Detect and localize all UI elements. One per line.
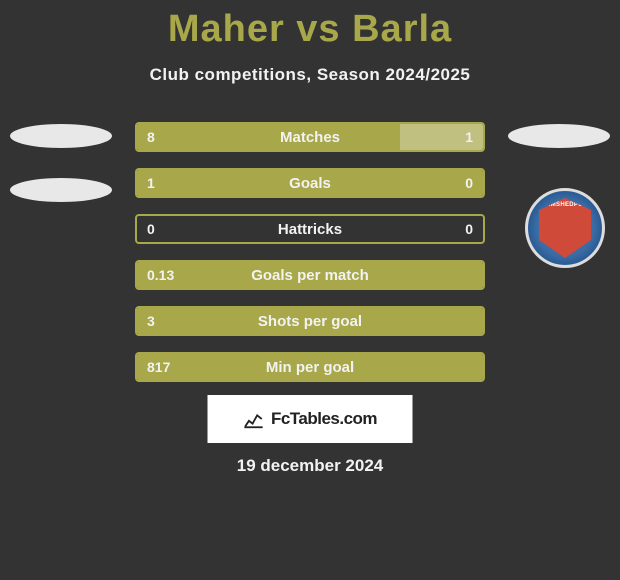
bar-value-right: 0 (465, 170, 473, 196)
footer-brand-text: FcTables.com (271, 409, 377, 429)
bar-value-left: 8 (147, 124, 155, 150)
player-left-avatar-1 (10, 124, 112, 148)
club-shield-icon: JAMSHEDPUR (539, 198, 591, 258)
bar-value-left: 817 (147, 354, 170, 380)
page-title: Maher vs Barla (0, 0, 620, 51)
date-label: 19 december 2024 (0, 456, 620, 476)
stat-bar: Matches8 1 (135, 122, 485, 152)
stat-bar: Goals per match0.13 (135, 260, 485, 290)
bar-label: Hattricks (137, 216, 483, 242)
bar-value-right: 1 (465, 124, 473, 150)
stat-bar: Shots per goal3 (135, 306, 485, 336)
player-right-avatar-1 (508, 124, 610, 148)
club-badge: JAMSHEDPUR (525, 188, 605, 268)
bar-label: Shots per goal (137, 308, 483, 334)
player-left-avatar-2 (10, 178, 112, 202)
bar-value-left: 1 (147, 170, 155, 196)
bar-value-left: 0.13 (147, 262, 174, 288)
bar-value-left: 3 (147, 308, 155, 334)
stat-bar: Hattricks0 0 (135, 214, 485, 244)
footer-brand: FcTables.com (208, 395, 413, 443)
bar-label: Min per goal (137, 354, 483, 380)
bar-value-right: 0 (465, 216, 473, 242)
bar-value-left: 0 (147, 216, 155, 242)
bar-label: Matches (137, 124, 483, 150)
bar-label: Goals per match (137, 262, 483, 288)
bar-label: Goals (137, 170, 483, 196)
stat-bar: Goals1 0 (135, 168, 485, 198)
stat-bar: Min per goal817 (135, 352, 485, 382)
stats-bars: Matches81Goals10Hattricks00Goals per mat… (135, 122, 485, 398)
page-subtitle: Club competitions, Season 2024/2025 (0, 65, 620, 85)
chart-icon (243, 408, 265, 430)
club-badge-text: JAMSHEDPUR (539, 202, 591, 208)
